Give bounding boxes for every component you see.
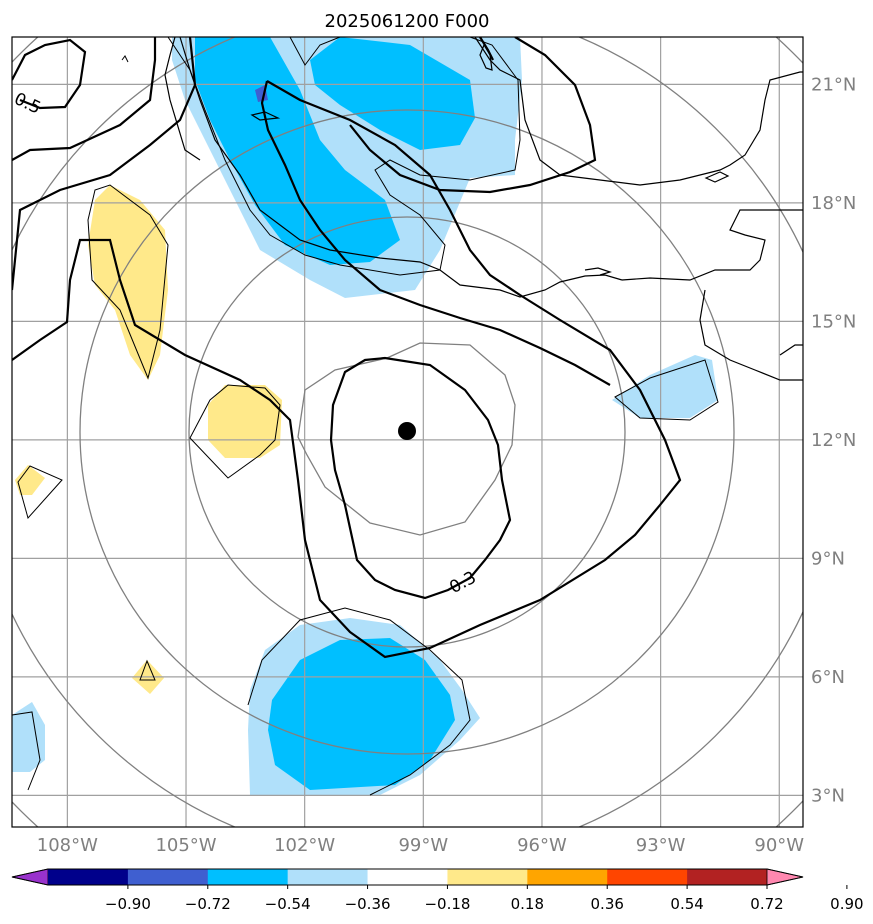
coastline-island-2: [250, 111, 281, 121]
contour-05-ne: [349, 37, 597, 194]
thin-contour-west-edge-2: [12, 711, 41, 791]
yellow-region-small-west: [15, 465, 45, 495]
thick-contours: [12, 37, 682, 659]
colorbar-label: −0.18: [424, 895, 470, 913]
colorbar-label: 0.72: [750, 895, 783, 913]
thin-contour-south: [247, 607, 471, 796]
chart-title: 2025061200 F000: [325, 11, 490, 32]
coastline-south: [699, 289, 803, 381]
colorbar-segment: [687, 869, 768, 885]
colorbar-segment: [527, 869, 608, 885]
lon-tick-label: 90°W: [754, 835, 804, 856]
blue-region-south: [268, 638, 455, 790]
contour-05-nw: [12, 37, 157, 161]
colorbar-segment: [447, 869, 528, 885]
lat-tick-label: 9°N: [811, 548, 845, 569]
coastline-guatemala: [584, 267, 612, 276]
lon-tick-label: 105°W: [155, 835, 216, 856]
colorbar-label: −0.54: [265, 895, 311, 913]
lon-tick-label: 102°W: [274, 835, 335, 856]
thin-contour-west-edge: [17, 465, 63, 520]
colorbar-extend-high: [766, 868, 804, 886]
colorbar-segment: [367, 869, 448, 885]
colorbar-segment: [48, 869, 129, 885]
colorbar-label: 0.36: [591, 895, 624, 913]
light-blue-region-west-edge: [12, 702, 45, 772]
lat-tick-label: 21°N: [811, 74, 856, 95]
colorbar-label: −0.36: [345, 895, 391, 913]
lat-tick-label: 6°N: [811, 667, 845, 688]
colorbar-extend-low: [11, 868, 49, 886]
storm-center-marker: [398, 422, 416, 440]
colorbar-label: 0.90: [830, 895, 863, 913]
colorbar-outline: [11, 868, 804, 886]
colorbar-segment: [607, 869, 688, 885]
colorbar-label: −0.90: [105, 895, 151, 913]
thin-contour-east: [614, 359, 719, 421]
coastline-baja: [164, 37, 201, 161]
colorbar: −0.90 −0.72 −0.54 −0.36 −0.18 0.18 0.36 0.54 0.7…: [11, 868, 864, 913]
lat-tick-label: 3°N: [811, 785, 845, 806]
coastline-gulf: [474, 37, 803, 186]
contour-03-outer: [12, 80, 682, 659]
lat-tick-label: 18°N: [811, 193, 856, 214]
colorbar-segment: [207, 869, 289, 885]
lat-tick-label: 15°N: [811, 311, 856, 332]
thin-contour-north-2: [289, 37, 341, 66]
range-ring-3: [79, 109, 735, 755]
thin-contours: [12, 37, 719, 796]
contour-03-outer-2: [260, 80, 611, 386]
coastlines: [164, 37, 803, 381]
lat-tick-label: 12°N: [811, 430, 856, 451]
yellow-region-center: [208, 385, 282, 458]
thin-contour-center: [189, 384, 281, 479]
colorbar-segment: [287, 869, 369, 885]
lon-tick-label: 96°W: [517, 835, 567, 856]
range-ring-1: [297, 342, 516, 536]
coastline-central-america: [621, 209, 803, 281]
contour-05-ne-2: [479, 37, 494, 61]
map-frame: [11, 36, 804, 828]
blue-region-north-east: [310, 37, 475, 150]
thin-contour-nw: [121, 55, 129, 63]
colorbar-label: 0.18: [511, 895, 544, 913]
lon-tick-label: 93°W: [636, 835, 686, 856]
lon-tick-label: 108°W: [37, 835, 98, 856]
colorbar-label: −0.72: [185, 895, 231, 913]
colorbar-segment: [127, 869, 209, 885]
contour-05-nw-2: [12, 38, 87, 110]
yellow-region-west: [88, 185, 168, 380]
thin-contour-west: [87, 184, 169, 380]
shading: [12, 37, 718, 795]
lon-tick-label: 99°W: [398, 835, 448, 856]
colorbar-label: 0.54: [670, 895, 703, 913]
tick-labels: 108°W 105°W 102°W 99°W 96°W 93°W 90°W 3°N 6°N 9°N…: [37, 74, 857, 856]
thin-contour-small: [139, 659, 156, 681]
coastline-island: [704, 171, 730, 183]
coastline-islands: [779, 344, 803, 356]
coastline-mexico-pacific: [179, 37, 623, 298]
range-ring-2: [188, 216, 626, 648]
thin-contour-north: [167, 37, 521, 276]
blue-region-north-west: [195, 37, 400, 265]
light-blue-region-east: [612, 355, 718, 418]
contour-03-inner: [329, 356, 512, 600]
contour-05-n: [12, 37, 197, 291]
